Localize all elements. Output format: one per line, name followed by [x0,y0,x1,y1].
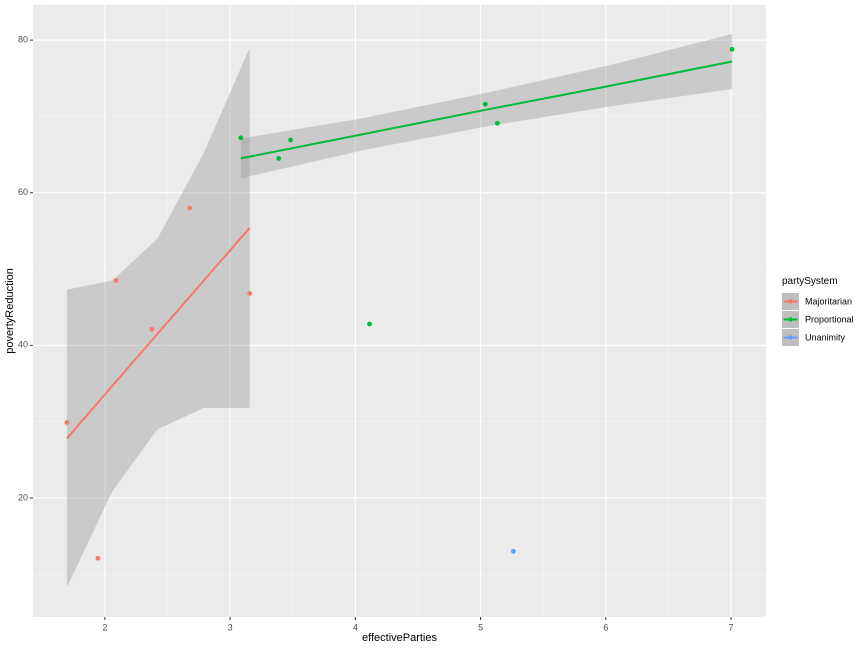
legend-label: Majoritarian [805,296,852,306]
y-tick-label: 80 [18,34,28,44]
legend-point [788,317,793,322]
y-axis-title: povertyReduction [4,268,16,354]
legend-label: Proportional [805,314,854,324]
fit-line [66,227,251,440]
point [367,321,372,327]
y-tick-label: 20 [18,492,28,502]
x-tick-label: 2 [102,622,107,632]
panel [33,5,766,617]
y-tick-label: 60 [18,187,28,197]
point [288,137,294,143]
legend-point [788,299,793,304]
point [238,135,244,141]
x-tick-label: 6 [603,622,608,632]
legend-point [788,335,793,340]
y-tick-label: 40 [18,340,28,350]
x-tick-label: 5 [478,622,483,632]
point [247,291,253,296]
legend-label: Unanimity [805,332,846,342]
point [482,101,488,107]
fit-line [240,60,733,160]
point [95,555,101,561]
point [64,420,70,425]
point [149,326,155,332]
confidence-band [66,47,250,588]
point [187,205,193,211]
point [113,278,119,283]
x-tick-label: 7 [729,622,734,632]
point [276,155,282,161]
x-axis-title: effectiveParties [362,632,438,644]
point [511,548,516,554]
legend-title: partySystem [782,276,838,287]
x-tick-label: 3 [228,622,233,632]
point [729,46,735,52]
point [494,120,500,126]
x-tick-label: 4 [353,622,358,632]
